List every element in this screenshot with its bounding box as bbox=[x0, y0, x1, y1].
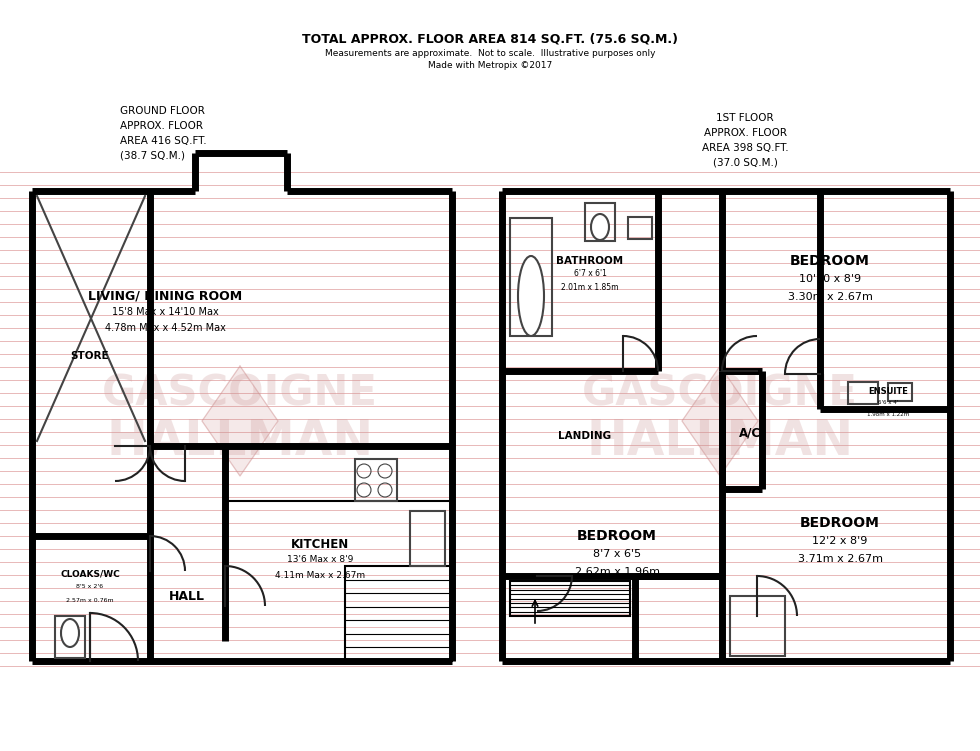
Bar bbox=[355, 459, 397, 501]
Bar bbox=[848, 382, 878, 404]
Text: BEDROOM: BEDROOM bbox=[800, 516, 880, 530]
Bar bbox=[585, 203, 615, 241]
Text: HALL: HALL bbox=[169, 590, 205, 602]
Bar bbox=[510, 581, 630, 616]
Text: 13'6 Max x 8'9: 13'6 Max x 8'9 bbox=[287, 556, 353, 565]
Text: 6'6 x 4': 6'6 x 4' bbox=[878, 400, 898, 406]
Text: 3.30m x 2.67m: 3.30m x 2.67m bbox=[788, 292, 872, 302]
Text: A/C: A/C bbox=[739, 427, 761, 439]
Text: LIVING/ DINING ROOM: LIVING/ DINING ROOM bbox=[88, 289, 242, 303]
Text: 6'7 x 6'1: 6'7 x 6'1 bbox=[573, 270, 607, 279]
Text: TOTAL APPROX. FLOOR AREA 814 SQ.FT. (75.6 SQ.M.): TOTAL APPROX. FLOOR AREA 814 SQ.FT. (75.… bbox=[302, 32, 678, 46]
Text: 15'8 Max x 14'10 Max: 15'8 Max x 14'10 Max bbox=[112, 307, 219, 317]
Text: GASCOIGNE: GASCOIGNE bbox=[582, 372, 858, 414]
Ellipse shape bbox=[61, 619, 79, 647]
Text: 8'5 x 2'6: 8'5 x 2'6 bbox=[76, 584, 104, 590]
Text: HALLMAN: HALLMAN bbox=[107, 417, 373, 465]
Text: CLOAKS/WC: CLOAKS/WC bbox=[60, 569, 120, 578]
Text: BEDROOM: BEDROOM bbox=[790, 254, 870, 268]
Bar bbox=[345, 566, 452, 661]
Bar bbox=[888, 383, 912, 401]
Bar bbox=[628, 217, 652, 239]
Text: GROUND FLOOR
APPROX. FLOOR
AREA 416 SQ.FT.
(38.7 SQ.M.): GROUND FLOOR APPROX. FLOOR AREA 416 SQ.F… bbox=[120, 106, 207, 161]
Bar bbox=[730, 596, 785, 656]
Text: BEDROOM: BEDROOM bbox=[577, 529, 657, 543]
Text: 2.62m x 1.96m: 2.62m x 1.96m bbox=[574, 567, 660, 577]
Text: KITCHEN: KITCHEN bbox=[291, 538, 349, 550]
Text: GASCOIGNE: GASCOIGNE bbox=[102, 372, 378, 414]
Bar bbox=[55, 616, 85, 658]
Text: BATHROOM: BATHROOM bbox=[557, 256, 623, 266]
Text: 2.57m x 0.76m: 2.57m x 0.76m bbox=[67, 598, 114, 602]
Text: 3.71m x 2.67m: 3.71m x 2.67m bbox=[798, 554, 883, 564]
Polygon shape bbox=[202, 366, 278, 476]
Text: Made with Metropix ©2017: Made with Metropix ©2017 bbox=[428, 61, 552, 70]
Text: STORE: STORE bbox=[71, 351, 110, 361]
Text: Measurements are approximate.  Not to scale.  Illustrative purposes only: Measurements are approximate. Not to sca… bbox=[324, 49, 656, 58]
Text: 8'7 x 6'5: 8'7 x 6'5 bbox=[593, 549, 641, 559]
Text: 4.78m Max x 4.52m Max: 4.78m Max x 4.52m Max bbox=[105, 323, 225, 333]
Ellipse shape bbox=[591, 214, 609, 240]
Text: 4.11m Max x 2.67m: 4.11m Max x 2.67m bbox=[275, 572, 366, 581]
Text: 2.01m x 1.85m: 2.01m x 1.85m bbox=[562, 282, 618, 291]
Text: ENSUITE: ENSUITE bbox=[868, 387, 907, 396]
Text: LANDING: LANDING bbox=[559, 431, 612, 441]
Text: HALLMAN: HALLMAN bbox=[586, 417, 854, 465]
Bar bbox=[410, 511, 445, 566]
Text: 1ST FLOOR
APPROX. FLOOR
AREA 398 SQ.FT.
(37.0 SQ.M.): 1ST FLOOR APPROX. FLOOR AREA 398 SQ.FT. … bbox=[702, 113, 788, 167]
Bar bbox=[510, 218, 552, 336]
Text: 12'2 x 8'9: 12'2 x 8'9 bbox=[812, 536, 867, 546]
Ellipse shape bbox=[518, 256, 544, 336]
Polygon shape bbox=[682, 366, 758, 476]
Text: 1.98m x 1.22m: 1.98m x 1.22m bbox=[867, 412, 909, 418]
Text: 10'10 x 8'9: 10'10 x 8'9 bbox=[799, 274, 861, 284]
